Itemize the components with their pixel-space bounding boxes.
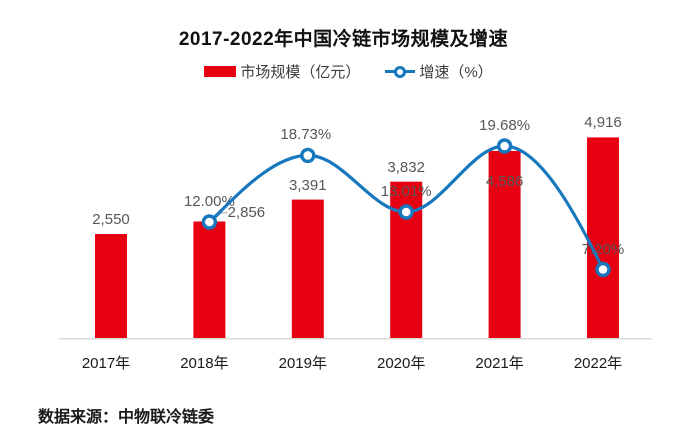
- chart-title: 2017-2022年中国冷链市场规模及增速: [178, 29, 509, 50]
- line-marker: [201, 214, 218, 230]
- legend-item-growth-rate: 增速（%）: [385, 61, 493, 82]
- line-marker: [398, 204, 414, 220]
- line-legend-marker: [385, 64, 416, 79]
- bar-legend-swatch: [204, 66, 237, 77]
- data-source-note: 数据来源：中物联冷链委: [38, 409, 215, 426]
- bar-2017年: [95, 234, 127, 338]
- bar-2022年: [587, 137, 619, 338]
- chart-legend: 市场规模（亿元） 增速（%）: [0, 61, 687, 82]
- line-legend-label: 增速（%）: [419, 64, 493, 81]
- legend-item-market-scale: 市场规模（亿元）: [204, 61, 360, 82]
- bar-2019年: [291, 199, 324, 338]
- bar-2018年: [193, 221, 226, 338]
- line-marker: [300, 147, 316, 164]
- line-marker: [595, 261, 611, 278]
- line-marker: [496, 138, 513, 154]
- bar-2021年: [488, 150, 521, 338]
- bar-legend-label: 市场规模（亿元）: [240, 64, 361, 81]
- line-legend-dot-icon: [394, 65, 407, 78]
